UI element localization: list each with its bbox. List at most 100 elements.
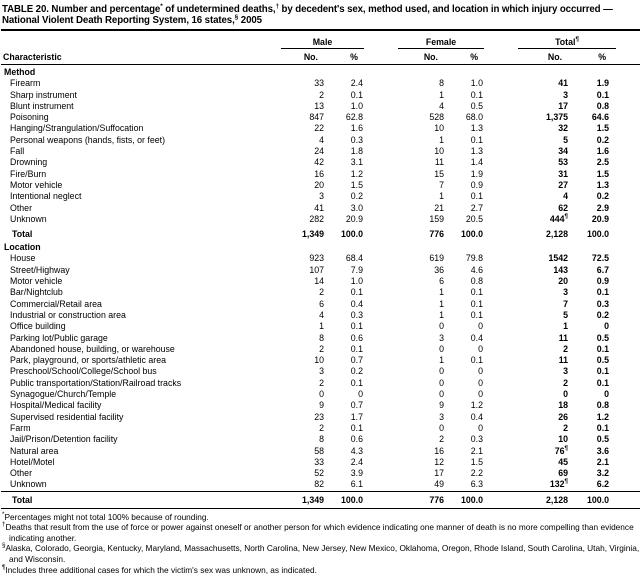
female-pct-header: % bbox=[444, 49, 485, 65]
total-pct-cell: 72.5 bbox=[591, 253, 610, 264]
table-row: Bar/Nightclub 2 0.1 1 0.1 3 0.1 bbox=[1, 287, 640, 298]
male-pct-cell: 7.9 bbox=[350, 264, 363, 275]
male-group-cell: Male bbox=[281, 30, 364, 49]
characteristic-header: Characteristic bbox=[1, 49, 281, 65]
female-no-cell: 3 bbox=[439, 332, 444, 343]
row-label: Hotel/Motel bbox=[10, 456, 55, 467]
total-pct-cell: 2.1 bbox=[596, 456, 610, 467]
total-pct-cell: 20.9 bbox=[591, 213, 610, 224]
male-no-cell: 82 bbox=[314, 479, 324, 490]
male-no-cell: 1,349 bbox=[301, 228, 324, 239]
male-pct-cell: 100.0 bbox=[324, 490, 364, 509]
total-no-cell: 2 bbox=[563, 377, 569, 388]
male-no-cell: 2 bbox=[319, 377, 324, 388]
female-pct-cell: 0 bbox=[478, 321, 484, 332]
female-pct-cell: 2.1 bbox=[470, 445, 484, 456]
female-pct-cell: 6.3 bbox=[470, 479, 484, 490]
footnote-marker: ¶ bbox=[575, 36, 579, 43]
male-group-header: Male bbox=[281, 37, 364, 49]
total-no-cell: 7 bbox=[563, 298, 569, 309]
table-row: Synagogue/Church/Temple 0 0 0 0 0 0 bbox=[1, 389, 640, 400]
total-pct-cell: 0.3 bbox=[596, 298, 610, 309]
female-pct-cell: 0.1 bbox=[470, 298, 484, 309]
spacer-cell bbox=[1, 30, 281, 49]
female-no-cell: 2 bbox=[439, 434, 444, 445]
total-pct-cell: 0.1 bbox=[596, 422, 610, 433]
female-no-cell: 11 bbox=[434, 157, 444, 168]
male-no-cell: 3 bbox=[319, 366, 324, 377]
table-row: House 923 68.4 619 79.8 1542 72.5 bbox=[1, 253, 640, 264]
male-pct-cell: 1.8 bbox=[350, 146, 363, 157]
male-pct-cell: 20.9 bbox=[345, 213, 363, 224]
table-row: Commercial/Retail area 6 0.4 1 0.1 7 0.3 bbox=[1, 299, 640, 310]
female-no-header: No. bbox=[364, 49, 444, 65]
row-label: Personal weapons (hands, fists, or feet) bbox=[10, 134, 166, 145]
total-pct-cell: 6.2 bbox=[596, 479, 610, 490]
female-group-header: Female bbox=[398, 37, 485, 49]
female-pct-cell: 0 bbox=[478, 422, 484, 433]
total-pct-cell: 2.5 bbox=[596, 157, 610, 168]
female-pct-cell: 0.1 bbox=[470, 134, 484, 145]
female-pct-cell: 100.0 bbox=[461, 228, 484, 239]
table-row: Poisoning 847 62.8 528 68.0 1,375 64.6 bbox=[1, 112, 640, 123]
female-no-cell: 1 bbox=[439, 191, 444, 202]
total-pct-cell: 1.5 bbox=[596, 123, 610, 134]
male-pct-cell: 6.1 bbox=[350, 479, 363, 490]
row-label: Total bbox=[1, 490, 281, 509]
table-row: Street/Highway 107 7.9 36 4.6 143 6.7 bbox=[1, 265, 640, 276]
row-label: Bar/Nightclub bbox=[10, 287, 63, 298]
male-no-cell: 2 bbox=[319, 422, 324, 433]
male-pct-header: % bbox=[324, 49, 364, 65]
male-pct-cell: 3.9 bbox=[350, 468, 363, 479]
female-no-cell: 4 bbox=[439, 100, 444, 111]
total-no-cell: 26 bbox=[558, 411, 569, 422]
male-no-cell: 4 bbox=[319, 309, 324, 320]
table-row: Fire/Burn 16 1.2 15 1.9 31 1.5 bbox=[1, 169, 640, 180]
female-pct-cell: 1.9 bbox=[470, 168, 484, 179]
footnote-symbol: * bbox=[2, 510, 5, 518]
row-label: Abandoned house, building, or warehouse bbox=[10, 343, 175, 354]
male-pct-cell: 0.3 bbox=[350, 134, 363, 145]
male-pct-cell: 1.0 bbox=[350, 276, 363, 287]
row-label: Natural area bbox=[10, 445, 59, 456]
female-no-cell: 776 bbox=[429, 228, 444, 239]
footnote-symbol: ¶ bbox=[2, 563, 6, 571]
row-label: Jail/Prison/Detention facility bbox=[10, 434, 118, 445]
total-no-cell: 53 bbox=[558, 157, 569, 168]
table-row: Hanging/Strangulation/Suffocation 22 1.6 10… bbox=[1, 123, 640, 134]
total-no-cell: 20 bbox=[558, 276, 569, 287]
total-no-cell: 1,375 bbox=[546, 112, 569, 123]
female-no-cell: 8 bbox=[439, 78, 444, 89]
total-no-cell: 27 bbox=[558, 179, 569, 190]
row-label: Street/Highway bbox=[10, 264, 70, 275]
male-no-cell: 23 bbox=[314, 411, 324, 422]
total-pct-cell: 0.5 bbox=[596, 332, 610, 343]
female-no-cell: 17 bbox=[434, 468, 444, 479]
total-pct-cell: 64.6 bbox=[591, 112, 610, 123]
male-pct-cell: 0.1 bbox=[350, 287, 363, 298]
total-pct-cell: 1.2 bbox=[596, 411, 610, 422]
female-pct-cell: 4.6 bbox=[470, 264, 484, 275]
male-no-header: No. bbox=[281, 49, 324, 65]
total-group-header: Total¶ bbox=[518, 36, 617, 49]
total-pct-cell: 0.2 bbox=[596, 191, 610, 202]
male-pct-cell: 0.2 bbox=[350, 191, 363, 202]
total-no-cell: 11 bbox=[558, 332, 569, 343]
table-row: Park, playground, or sports/athletic are… bbox=[1, 355, 640, 366]
total-row-method: Total 1,349 100.0 776 100.0 2,128 100.0 bbox=[1, 225, 640, 240]
group-header-row: Male Female Total¶ bbox=[1, 30, 640, 49]
male-pct-cell: 68.4 bbox=[345, 253, 363, 264]
female-pct-cell: 1.3 bbox=[470, 146, 484, 157]
total-no-cell: 41 bbox=[558, 78, 569, 89]
total-no-cell: 2,128 bbox=[546, 228, 569, 239]
total-no-cell: 3 bbox=[563, 287, 569, 298]
table-row: Sharp instrument 2 0.1 1 0.1 3 0.1 bbox=[1, 90, 640, 101]
female-no-cell: 15 bbox=[434, 168, 444, 179]
footnote-marker: ¶ bbox=[564, 478, 569, 486]
row-label: Commercial/Retail area bbox=[10, 298, 102, 309]
table-row: Public transportation/Station/Railroad t… bbox=[1, 378, 640, 389]
female-pct-cell: 1.2 bbox=[470, 400, 484, 411]
male-no-cell: 52 bbox=[314, 468, 324, 479]
total-pct-cell: 0.1 bbox=[596, 287, 610, 298]
male-pct-cell: 0.3 bbox=[350, 309, 363, 320]
